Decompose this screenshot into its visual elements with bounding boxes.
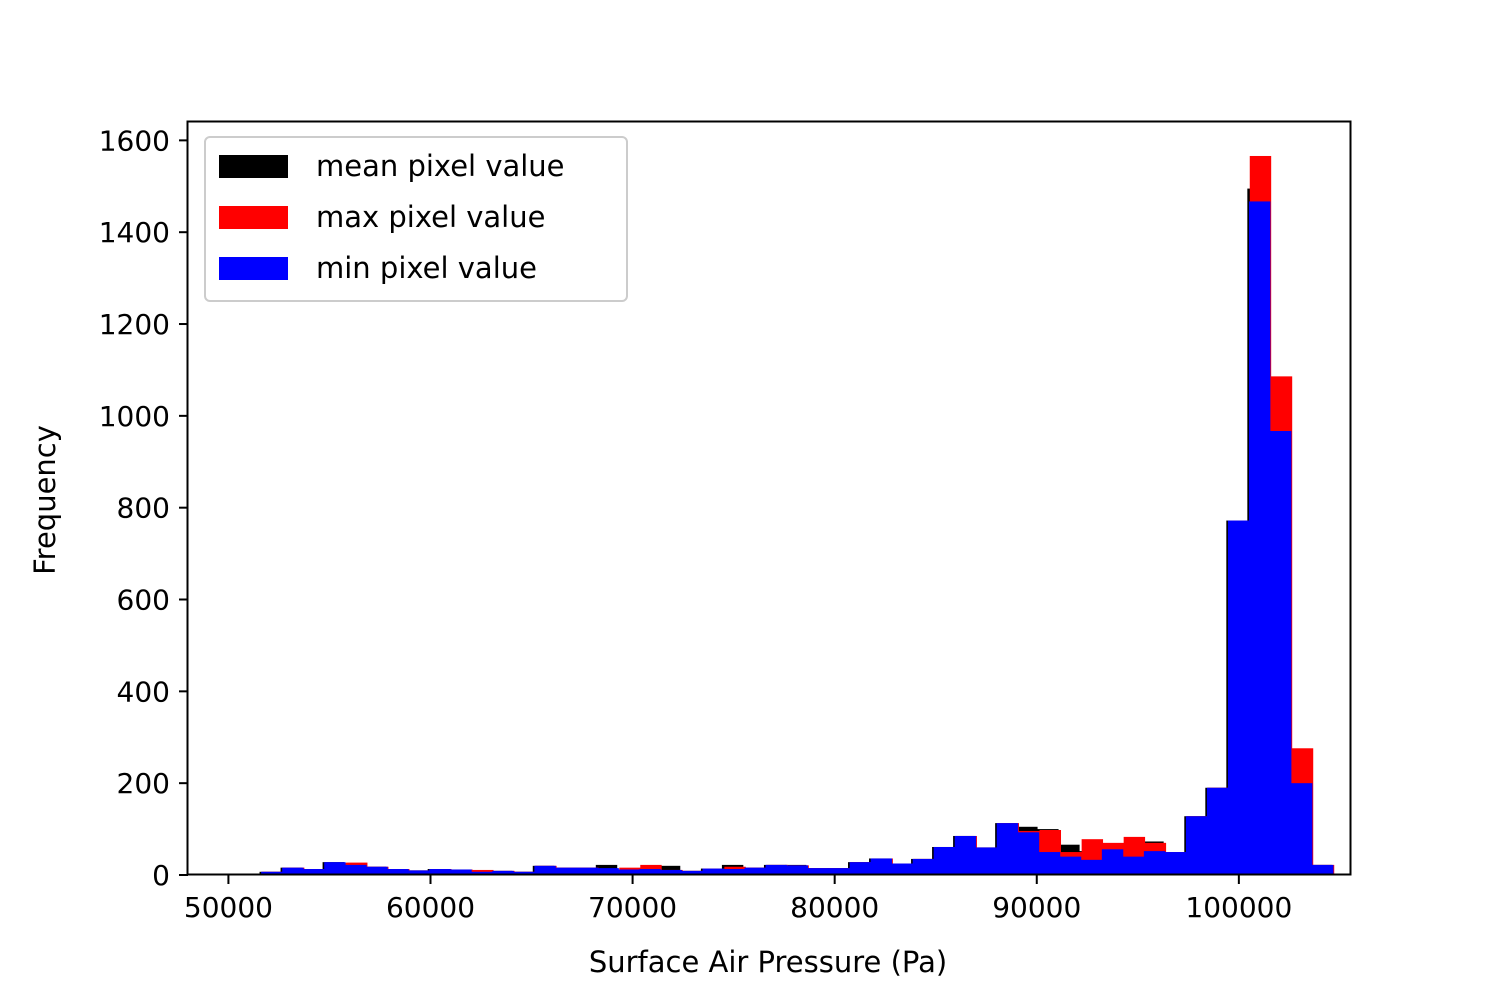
histogram-bar — [849, 862, 872, 875]
histogram-bar — [1206, 787, 1229, 875]
histogram-bar — [1143, 851, 1166, 875]
histogram-bar — [1290, 783, 1313, 875]
histogram-bar — [1185, 816, 1208, 875]
x-axis-label: Surface Air Pressure (Pa) — [589, 945, 947, 979]
y-axis: 0 200 400 600 800 1000 1200 1400 1600 — [99, 124, 188, 892]
y-tick-label: 400 — [117, 675, 170, 708]
histogram-bar — [933, 846, 956, 875]
y-tick-label: 1000 — [99, 400, 170, 433]
histogram-bar — [366, 866, 388, 875]
histogram-bar — [660, 869, 682, 875]
histogram-bar — [870, 858, 893, 875]
y-tick-label: 1200 — [99, 308, 170, 341]
histogram-bar — [681, 870, 703, 875]
legend-swatch — [219, 155, 288, 178]
x-tick-label: 70000 — [588, 891, 677, 924]
histogram-bar — [828, 868, 851, 875]
histogram-bar — [345, 864, 367, 875]
histogram-bar — [471, 871, 493, 875]
histogram-bar — [954, 835, 977, 875]
histogram-bar — [1101, 849, 1124, 875]
x-tick-label: 50000 — [184, 891, 273, 924]
y-tick-label: 1400 — [99, 216, 170, 249]
y-tick-label: 800 — [117, 492, 170, 525]
histogram-bar — [723, 869, 745, 875]
histogram-bar — [618, 869, 640, 875]
legend-label: min pixel value — [316, 251, 537, 285]
histogram-bar — [639, 869, 661, 875]
x-tick-label: 80000 — [790, 891, 879, 924]
histogram-bar — [996, 823, 1019, 875]
legend-label: max pixel value — [316, 200, 545, 234]
histogram-bar — [1059, 856, 1082, 875]
histogram-bar — [534, 865, 556, 875]
histogram-bar — [744, 867, 766, 875]
legend-swatch — [219, 257, 288, 280]
histogram-bar — [786, 865, 808, 875]
histogram-bar — [1312, 864, 1334, 875]
histogram-bar — [1038, 852, 1061, 875]
histogram-bar — [891, 863, 914, 875]
histogram-bar — [765, 864, 787, 875]
histogram-bar — [1122, 856, 1145, 875]
histogram-bar — [1269, 431, 1292, 875]
y-tick-label: 200 — [117, 767, 170, 800]
x-axis: 50000 60000 70000 80000 90000 100000 — [184, 875, 1292, 924]
histogram-bar — [450, 869, 472, 875]
x-tick-label: 100000 — [1185, 891, 1292, 924]
histogram-bar — [387, 869, 409, 875]
histogram-bar — [303, 869, 325, 875]
y-tick-label: 1600 — [99, 124, 170, 157]
histogram-bar — [492, 870, 514, 875]
x-tick-label: 60000 — [386, 891, 475, 924]
y-tick-label: 0 — [152, 859, 170, 892]
x-tick-label: 90000 — [992, 891, 1081, 924]
histogram-bar — [597, 868, 619, 875]
histogram-bar — [1248, 201, 1271, 875]
series-2 — [240, 201, 1334, 875]
y-tick-label: 600 — [117, 584, 170, 617]
histogram-bar — [513, 871, 535, 875]
histogram-bar — [702, 868, 724, 875]
histogram-bar — [1080, 859, 1103, 875]
histogram-bar — [324, 862, 346, 875]
histogram-bar — [807, 868, 830, 875]
histogram-bar — [261, 871, 283, 875]
histogram-bar — [282, 867, 304, 875]
histogram-bar — [1164, 852, 1187, 875]
histogram-bar — [555, 867, 577, 875]
legend-label: mean pixel value — [316, 149, 565, 183]
histogram-bar — [975, 847, 998, 875]
legend: mean pixel value max pixel value min pixel… — [204, 136, 628, 302]
histogram-bar — [1017, 832, 1040, 875]
histogram-bar — [408, 870, 430, 875]
legend-swatch — [219, 206, 288, 229]
y-axis-label: Frequency — [28, 425, 62, 575]
histogram-bar — [576, 867, 598, 875]
legend-box — [204, 136, 628, 302]
histogram-bar — [1227, 520, 1250, 875]
histogram-bar — [429, 869, 451, 875]
bars-layer — [238, 155, 1335, 876]
plot-frame — [186, 120, 1352, 876]
histogram-bar — [912, 858, 935, 875]
